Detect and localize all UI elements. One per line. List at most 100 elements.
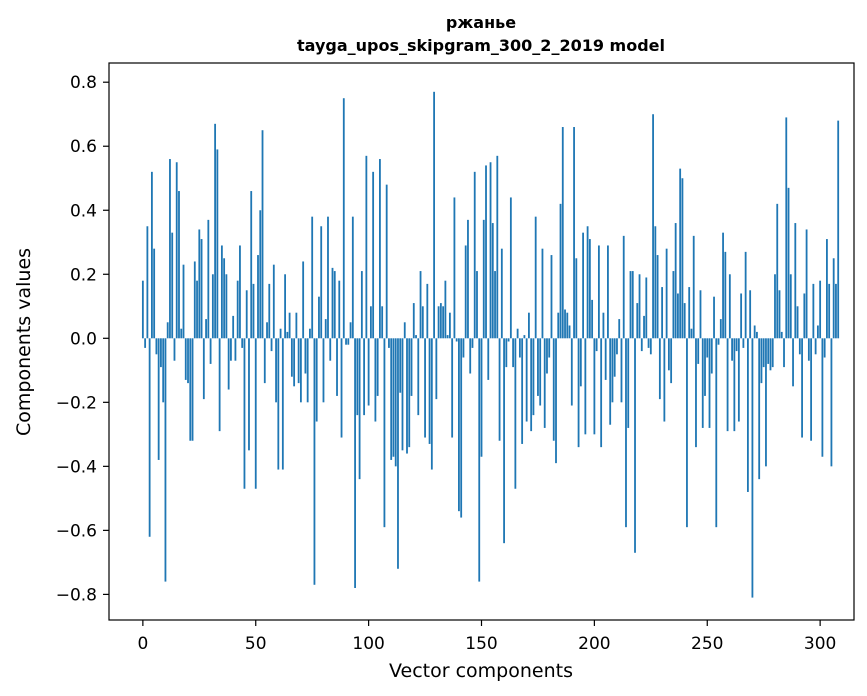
bar [187,338,189,384]
bar [728,274,731,339]
bar [807,338,810,361]
bar [528,312,530,339]
bar [613,338,616,377]
bar [225,274,228,339]
bar [379,159,381,339]
bar [279,328,282,339]
bar [568,325,571,339]
y-tick-label: −0.6 [56,521,97,541]
bar [451,338,454,438]
bar [415,335,417,339]
bar [211,274,214,339]
bar [751,338,754,598]
bar [426,283,429,339]
bar [600,338,603,448]
bar [397,338,399,569]
bar [767,338,770,364]
bar [164,338,167,582]
bar [299,338,302,403]
bar [369,306,372,339]
bar [521,338,524,444]
y-tick-label: 0.0 [70,329,97,349]
bar [455,338,458,342]
bar [588,239,591,339]
bar [656,255,659,339]
bar [462,338,465,358]
bar [433,91,435,339]
bar [390,338,393,460]
bar [198,229,201,339]
bar [704,338,706,396]
bar [394,338,397,467]
bar [333,271,336,339]
x-tick-label: 0 [137,634,148,654]
bar [234,338,237,361]
y-tick-label: −0.8 [56,585,97,605]
bar [695,338,697,448]
bar [823,338,826,358]
bar [315,338,318,422]
bar [360,271,363,339]
bar [717,338,720,345]
bar [295,312,298,339]
bar [275,338,277,403]
bar [758,338,761,480]
bar [507,338,510,342]
bar [144,338,147,348]
bar [367,338,370,406]
bar [489,162,492,339]
bar [582,232,584,339]
bar [821,338,824,457]
bar [146,226,149,339]
bar [607,245,609,339]
bar [618,319,621,339]
y-tick-label: 0.2 [70,265,97,285]
bar [166,322,169,339]
bar [722,232,724,339]
bar [202,338,205,400]
bar [796,306,799,339]
bar [209,338,212,364]
bar [828,283,831,339]
bar [349,322,352,339]
bar [216,149,219,339]
bar [737,338,740,422]
bar [365,155,368,339]
bar [708,338,711,428]
bar [742,338,745,348]
bar [193,261,196,339]
bar [358,338,361,480]
bar [223,258,226,339]
bar [798,338,801,355]
bar [561,127,564,339]
bar [785,117,788,339]
bar [681,178,684,339]
bar [178,191,180,339]
bar [469,338,472,374]
bar [616,338,618,355]
bar [498,338,501,441]
bar [523,335,526,339]
bar [832,258,835,339]
bar [293,338,296,387]
bar [401,338,404,451]
bar [658,338,661,400]
bar [162,338,165,403]
bar [765,338,767,467]
bar [189,338,192,441]
bar [530,338,533,432]
bar [322,338,325,403]
bar [263,338,266,384]
bar [518,338,521,358]
bar [634,338,636,553]
bar [250,191,253,339]
bar [277,338,280,470]
bar [686,338,688,528]
bar [155,338,158,355]
bar [471,338,474,348]
x-tick-label: 300 [804,634,836,654]
bar [284,274,286,339]
bar [442,306,445,339]
bar [372,171,375,339]
bar [593,338,596,435]
